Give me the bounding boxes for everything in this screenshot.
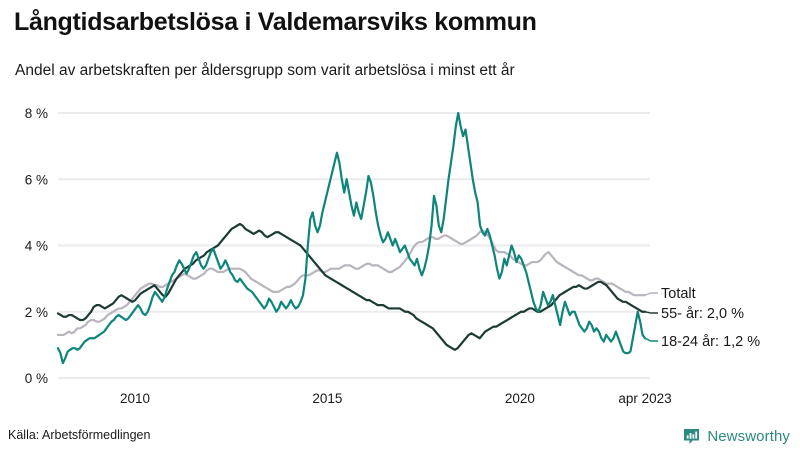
y-axis-tick-label: 4 % [25,239,48,254]
series-label-connector [644,292,658,296]
y-axis-tick-label: 6 % [25,172,48,187]
series-line-18-24-r [56,111,647,365]
page-title: Långtidsarbetslösa i Valdemarsviks kommu… [14,8,537,36]
series-label-connector [644,311,658,314]
y-axis-tick-label: 2 % [25,305,48,320]
series-label-18-24-r: 18-24 år: 1,2 % [661,334,760,350]
x-axis-tick-label: 2010 [120,391,150,406]
series-label-totalt: Totalt [661,286,696,302]
newsworthy-bubble-chart-icon [684,428,700,445]
series-label-55-r: 55- år: 2,0 % [661,306,744,322]
source-note: Källa: Arbetsförmedlingen [8,428,151,442]
x-axis-tick-label: 2015 [312,391,342,406]
brand-name: Newsworthy [707,428,790,445]
x-axis-tick-label: 2020 [505,391,535,406]
series-label-connector [644,337,658,342]
y-axis-tick-label: 0 % [25,371,48,386]
y-axis-tick-label: 8 % [25,106,48,121]
brand-logo: Newsworthy [682,427,790,446]
series-line-55-r [56,222,647,351]
x-axis-tick-label: apr 2023 [618,391,671,406]
page-subtitle: Andel av arbetskraften per åldersgrupp s… [15,62,515,79]
line-chart: 0 % 2 % 4 % 6 % 8 % 2010 2015 2020 apr 2023 Total… [25,106,761,406]
